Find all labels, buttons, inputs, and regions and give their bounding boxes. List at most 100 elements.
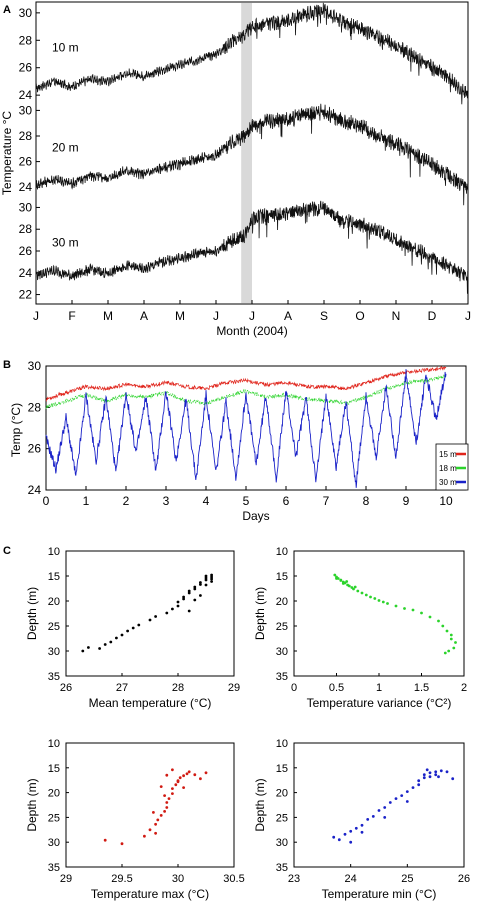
scatter-point <box>159 785 163 788</box>
scatter-point <box>204 578 208 582</box>
scatter-point <box>182 786 186 789</box>
panel-a-xtick-label: M <box>103 309 113 323</box>
scatter-point <box>174 783 178 787</box>
scatter-frame <box>65 742 235 868</box>
panel-b-xtick-label: 6 <box>283 494 290 508</box>
scatter-point <box>425 768 429 772</box>
scatter-point <box>167 797 171 800</box>
scatter-point <box>383 806 387 809</box>
scatter-xtick-label: 1 <box>376 682 382 694</box>
panel-a-ytick-label: 26 <box>19 61 33 75</box>
scatter-xtick-label: 1.5 <box>414 682 429 694</box>
scatter-point <box>199 594 202 597</box>
panel-a-xtick-label: J <box>249 309 255 323</box>
scatter-ytick-label: 30 <box>48 646 60 658</box>
scatter-ytick-label: 25 <box>48 812 60 824</box>
scatter-point <box>165 801 169 804</box>
scatter-point <box>339 579 343 582</box>
scatter-point <box>156 818 160 822</box>
scatter-point <box>187 770 191 774</box>
panel-b-xtick-label: 1 <box>83 494 90 508</box>
scatter-point <box>449 637 453 641</box>
panel-b-xtick-label: 0 <box>43 494 50 508</box>
scatter-point <box>422 773 426 777</box>
scatter-point <box>171 792 174 795</box>
scatter-ytick-label: 20 <box>276 788 288 800</box>
panel-a-ytick-label: 24 <box>19 180 33 194</box>
panel-a-xtick-label: O <box>355 309 364 323</box>
scatter-point <box>403 607 406 610</box>
scatter-point <box>187 609 191 613</box>
scatter-xtick-label: 28 <box>172 682 184 694</box>
scatter-point <box>210 577 214 581</box>
panel-a-ytick-label: 28 <box>19 33 33 47</box>
scatter-ytick-label: 30 <box>276 837 288 849</box>
scatter-point <box>356 589 360 593</box>
scatter-point <box>383 816 387 819</box>
scatter-point <box>452 646 456 650</box>
scatter-point <box>333 573 337 577</box>
scatter-xlabel: Mean temperature (°C) <box>89 696 212 710</box>
scatter-ytick-label: 30 <box>48 837 60 849</box>
scatter-xtick-label: 26 <box>60 682 72 694</box>
panel-a-ylabel: Temperature °C <box>0 111 14 195</box>
scatter-point <box>445 770 449 774</box>
panel-a-depth-label: 20 m <box>52 140 79 154</box>
scatter-point <box>377 809 381 812</box>
scatter-point <box>152 811 155 814</box>
scatter-point <box>337 838 341 842</box>
panel-b-xtick-label: 10 <box>439 494 453 508</box>
panel-a-xtick-label: M <box>175 309 185 323</box>
panel-a-ytick-label: 26 <box>19 155 33 169</box>
scatter-point <box>352 587 355 591</box>
scatter-ytick-label: 35 <box>48 862 60 874</box>
scatter-ytick-label: 20 <box>48 788 60 800</box>
scatter-point <box>394 604 398 608</box>
scatter-ytick-label: 15 <box>276 571 288 583</box>
scatter-ytick-label: 25 <box>276 621 288 633</box>
panel-a-xtick-label: N <box>392 309 401 323</box>
scatter-point <box>434 770 438 774</box>
panel-b-ytick-label: 26 <box>28 442 42 456</box>
scatter-point <box>428 771 432 775</box>
scatter-point <box>199 581 202 584</box>
panel-b-series-line <box>45 365 447 402</box>
scatter-point <box>345 580 349 583</box>
scatter-point <box>159 814 163 817</box>
scatter-point <box>87 646 90 649</box>
scatter-point <box>411 786 415 789</box>
scatter-ytick-label: 15 <box>48 763 60 775</box>
scatter-ytick-label: 30 <box>276 646 288 658</box>
scatter-xtick-label: 30.5 <box>223 873 244 885</box>
scatter-point <box>204 583 208 587</box>
scatter-xlabel: Temperature variance (°C²) <box>307 696 452 710</box>
scatter-point <box>154 822 158 826</box>
scatter-point <box>199 777 202 781</box>
scatter-point <box>454 641 457 644</box>
scatter-point <box>103 838 107 842</box>
scatter-point <box>400 794 404 797</box>
scatter-point <box>193 587 197 591</box>
panel-a-xtick-label: F <box>68 309 75 323</box>
panel-b-frame <box>45 365 467 491</box>
scatter-point <box>171 787 174 790</box>
scatter-point <box>405 800 409 803</box>
scatter-ylabel: Depth (m) <box>25 778 39 831</box>
scatter-point <box>335 577 338 580</box>
panel-a-xtick-label: J <box>33 309 39 323</box>
scatter-point <box>81 649 85 653</box>
scatter-point <box>437 775 440 779</box>
panel-a-ytick-label: 24 <box>19 266 33 280</box>
panel-a-ytick-label: 30 <box>19 200 33 214</box>
scatter-point <box>165 773 169 777</box>
scatter-ytick-label: 25 <box>276 812 288 824</box>
scatter-point <box>437 619 440 623</box>
panel-a-ytick-label: 30 <box>19 103 33 117</box>
scatter-frame <box>65 550 235 677</box>
scatter-xtick-label: 30 <box>172 873 184 885</box>
panel-b-xlabel: Days <box>242 509 269 523</box>
scatter-point <box>422 776 426 780</box>
scatter-point <box>182 597 186 601</box>
scatter-point <box>176 604 180 608</box>
scatter-point <box>210 573 214 577</box>
